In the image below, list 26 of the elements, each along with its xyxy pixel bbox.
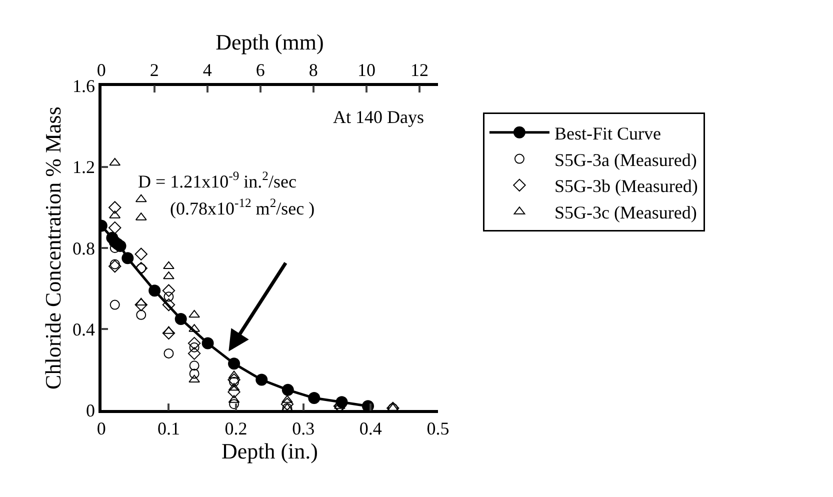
annotation: At 140 Days: [333, 107, 424, 127]
x-tick-label: 0.5: [426, 418, 450, 439]
x2-tick-label: 10: [357, 60, 376, 80]
x2-tick-label: 8: [308, 60, 318, 80]
x-axis-title: Depth (in.): [221, 438, 318, 464]
legend-label: S5G-3a (Measured): [554, 150, 697, 170]
y-tick-label: 0: [86, 400, 96, 421]
x-tick-label: 0.2: [224, 418, 248, 439]
x2-tick-label: 2: [150, 60, 159, 80]
x-tick-label: 0.4: [359, 418, 382, 439]
x-tick-label: 0.1: [157, 418, 180, 439]
legend-label: S5G-3c (Measured): [554, 202, 697, 223]
x2-axis-title: Depth (mm): [216, 30, 324, 55]
x2-tick-label: 6: [256, 60, 265, 80]
x-tick-label: 0.3: [292, 418, 315, 439]
annotation: D = 1.21x10$^{-9}$ in.$^{2}$/sec: [138, 169, 296, 192]
y-tick-label: 1.6: [72, 76, 96, 96]
annotation: (0.78x10$^{-12}$ m$^{2}$/sec ): [170, 196, 315, 219]
x2-tick-label: 4: [202, 60, 212, 80]
y-tick-label: 0.8: [72, 238, 96, 258]
y-tick-label: 1.2: [72, 157, 96, 178]
y-tick-label: 0.4: [72, 319, 96, 340]
y-axis-title: Chloride Concentration % Mass: [40, 106, 66, 390]
legend-label: Best-Fit Curve: [554, 123, 661, 144]
legend-label: S5G-3b (Measured): [554, 176, 698, 196]
x2-tick-label: 12: [410, 60, 428, 80]
